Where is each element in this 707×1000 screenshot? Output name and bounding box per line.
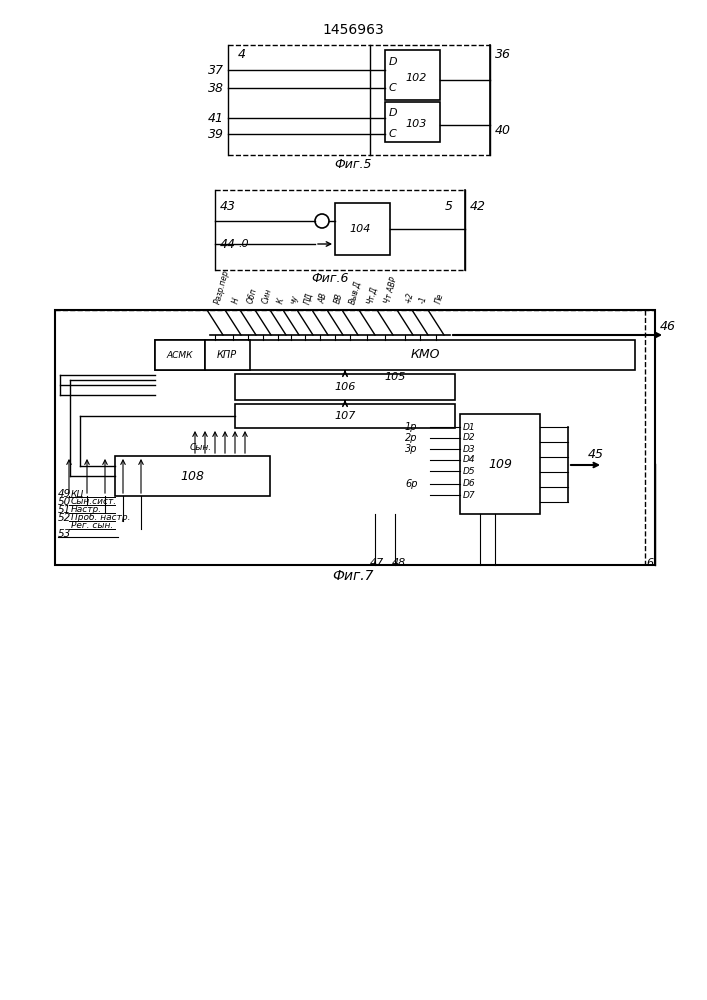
Bar (205, 340, 250, 370)
Text: 44: 44 (220, 237, 236, 250)
Text: Сын.: Сын. (190, 444, 212, 452)
Text: Фиг.6: Фиг.6 (311, 271, 349, 284)
Text: D: D (389, 57, 397, 67)
Text: +2: +2 (403, 292, 414, 305)
Text: 52: 52 (58, 513, 71, 523)
Text: 45: 45 (588, 448, 604, 462)
Text: АСМК: АСМК (167, 351, 193, 360)
Bar (155, 340, 635, 370)
Text: 2р: 2р (405, 433, 418, 443)
Text: 49: 49 (58, 489, 71, 499)
Bar (385, 50, 440, 100)
Text: 108: 108 (180, 470, 204, 483)
Text: Пе: Пе (434, 293, 445, 305)
Text: Чт.Д: Чт.Д (365, 285, 378, 305)
Text: 41: 41 (208, 111, 224, 124)
Text: КПР: КПР (217, 350, 237, 360)
Text: ВВ: ВВ (333, 293, 344, 305)
Text: чу: чу (289, 294, 300, 305)
Text: Н: Н (231, 297, 241, 305)
Text: 36: 36 (495, 48, 511, 62)
Text: 40: 40 (495, 123, 511, 136)
Text: КЦ: КЦ (71, 489, 84, 498)
Bar (55, 310, 655, 565)
Text: 53: 53 (58, 529, 71, 539)
Text: 37: 37 (208, 64, 224, 77)
Text: D: D (389, 108, 397, 118)
Bar (235, 404, 455, 428)
Text: C: C (389, 83, 397, 93)
Text: Чт АВР: Чт АВР (383, 276, 399, 305)
Text: 1456963: 1456963 (322, 23, 384, 37)
Text: 1р: 1р (405, 422, 418, 432)
Text: КМО: КМО (410, 349, 440, 361)
Text: Выв.Д: Выв.Д (348, 279, 363, 305)
Text: 46: 46 (660, 320, 676, 334)
Text: Разр.пер: Разр.пер (213, 269, 230, 305)
Text: ПД: ПД (303, 291, 315, 305)
Bar (335, 203, 390, 255)
Text: 104: 104 (349, 224, 370, 234)
Text: 38: 38 (208, 82, 224, 95)
Text: -1: -1 (418, 295, 428, 305)
Bar (155, 340, 205, 370)
Text: 5: 5 (445, 200, 453, 214)
Text: АВ: АВ (318, 293, 329, 305)
Text: 43: 43 (220, 200, 236, 214)
Text: Обп: Обп (246, 287, 259, 305)
Bar (460, 414, 540, 514)
Text: Фиг.7: Фиг.7 (332, 569, 374, 583)
Text: Сын.сист.: Сын.сист. (71, 497, 117, 506)
Text: C: C (389, 129, 397, 139)
Text: D6: D6 (463, 480, 476, 488)
Bar (235, 374, 455, 400)
Text: D3: D3 (463, 444, 476, 454)
Text: 6: 6 (646, 558, 653, 568)
Text: D7: D7 (463, 490, 476, 499)
Text: 42: 42 (470, 200, 486, 214)
Text: D4: D4 (463, 456, 476, 464)
Text: 3р: 3р (405, 444, 418, 454)
Text: 109: 109 (488, 458, 512, 471)
Text: .0: .0 (238, 239, 249, 249)
Text: 48: 48 (392, 558, 407, 568)
Text: К: К (276, 297, 286, 305)
Text: 6р: 6р (405, 479, 418, 489)
Text: D5: D5 (463, 466, 476, 476)
Text: 106: 106 (334, 382, 356, 392)
Text: 51: 51 (58, 505, 71, 515)
Text: Настр.: Настр. (71, 506, 102, 514)
Text: Рег. сын.: Рег. сын. (71, 522, 113, 530)
Bar (115, 456, 270, 496)
Text: 4: 4 (238, 48, 246, 62)
Text: Фиг.5: Фиг.5 (334, 158, 372, 172)
Text: 105: 105 (385, 372, 406, 382)
Text: 47: 47 (370, 558, 384, 568)
Text: Син: Син (261, 288, 274, 305)
Text: D2: D2 (463, 434, 476, 442)
Text: Проб. настр.: Проб. настр. (71, 514, 131, 522)
Text: 107: 107 (334, 411, 356, 421)
Text: 39: 39 (208, 127, 224, 140)
Text: 50: 50 (58, 497, 71, 507)
Bar (385, 102, 440, 142)
Text: 103: 103 (405, 119, 426, 129)
Text: 102: 102 (405, 73, 426, 83)
Text: D1: D1 (463, 422, 476, 432)
